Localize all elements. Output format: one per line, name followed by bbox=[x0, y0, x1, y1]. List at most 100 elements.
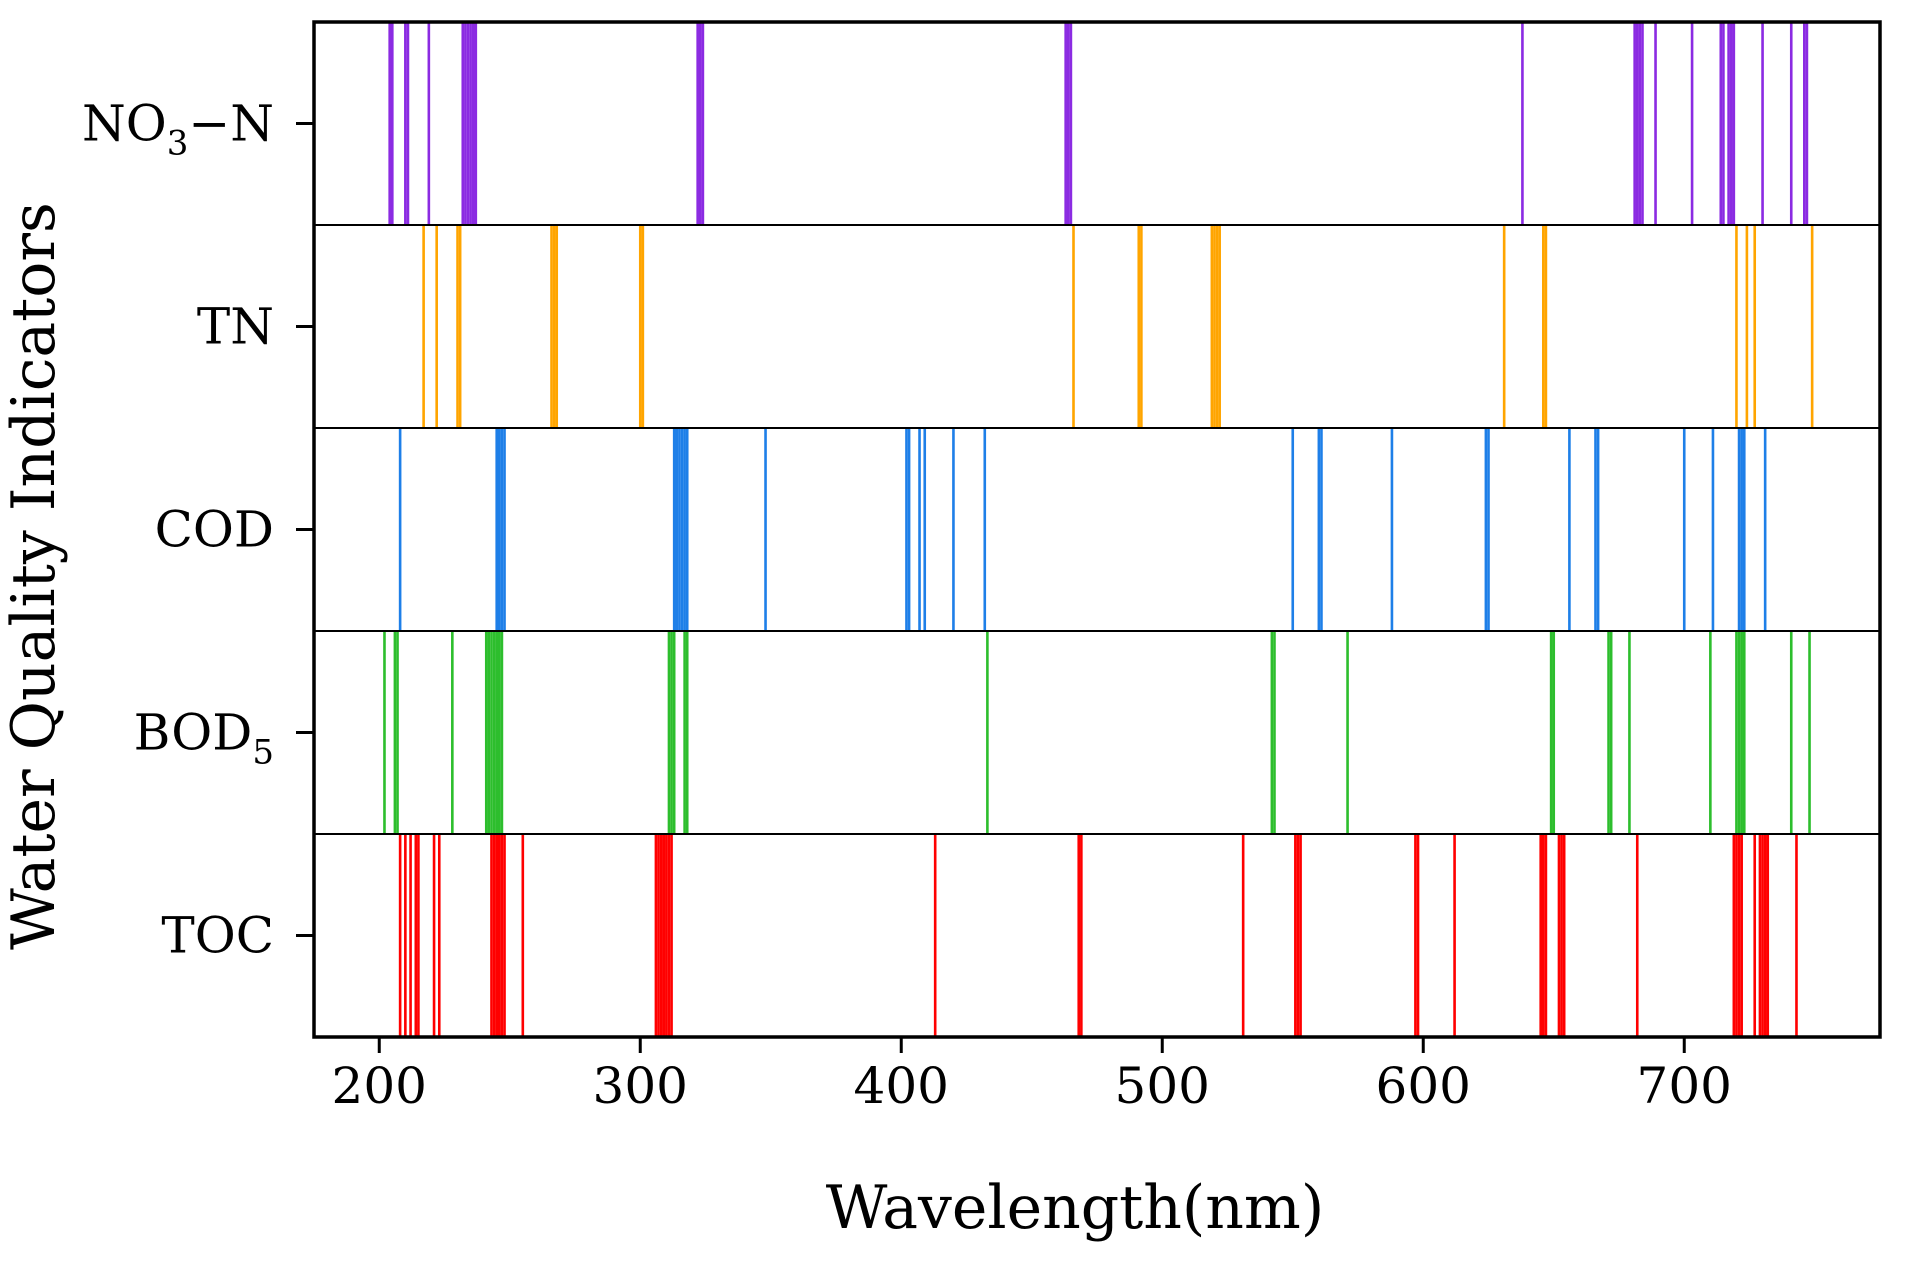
band-bar bbox=[1735, 225, 1738, 428]
y-axis-title: Water Quality Indicators bbox=[0, 202, 69, 950]
band-bar bbox=[667, 631, 671, 834]
band-bar bbox=[474, 22, 478, 225]
band-bar bbox=[437, 834, 441, 1037]
band-bar bbox=[659, 834, 663, 1037]
band-bar bbox=[1549, 631, 1553, 834]
wavelength-bars bbox=[383, 22, 1814, 1037]
band-bar bbox=[503, 428, 506, 631]
series-toc bbox=[398, 834, 1798, 1037]
band-bar bbox=[409, 834, 412, 1037]
band-bar bbox=[1709, 631, 1712, 834]
band-bar bbox=[1390, 428, 1394, 631]
band-bar bbox=[1635, 834, 1639, 1037]
band-bar bbox=[1761, 22, 1764, 225]
ytick-label: NO3−N bbox=[82, 95, 274, 164]
band-bar bbox=[1795, 834, 1798, 1037]
band-bar bbox=[983, 428, 987, 631]
band-bar bbox=[500, 834, 504, 1037]
band-bar bbox=[1557, 834, 1561, 1037]
band-bar bbox=[678, 428, 681, 631]
band-bar bbox=[1521, 22, 1524, 225]
band-bar bbox=[1296, 834, 1300, 1037]
xtick-label: 200 bbox=[332, 1057, 427, 1115]
band-bar bbox=[466, 22, 470, 225]
band-bar bbox=[1745, 225, 1749, 428]
band-bar bbox=[484, 631, 488, 834]
band-bar bbox=[667, 834, 671, 1037]
band-bar bbox=[905, 428, 908, 631]
band-bar bbox=[396, 631, 399, 834]
band-bar bbox=[1544, 834, 1548, 1037]
band-bar bbox=[469, 22, 472, 225]
band-bar bbox=[1737, 834, 1741, 1037]
series-no3-n bbox=[388, 22, 1809, 225]
band-bar bbox=[495, 631, 499, 834]
band-bar bbox=[1740, 834, 1743, 1037]
band-bar bbox=[495, 428, 499, 631]
band-bar bbox=[641, 225, 645, 428]
band-bar bbox=[422, 225, 425, 428]
band-bar bbox=[1789, 22, 1793, 225]
band-bar bbox=[498, 834, 501, 1037]
y-axis: NO3−N TN COD BOD5 TOC bbox=[82, 95, 314, 965]
band-bar bbox=[1654, 22, 1657, 225]
band-bar bbox=[490, 834, 493, 1037]
series-bod5 bbox=[383, 631, 1811, 834]
band-bar bbox=[487, 631, 491, 834]
band-bar bbox=[1562, 834, 1566, 1037]
band-bar bbox=[456, 225, 459, 428]
band-bar bbox=[464, 22, 467, 225]
band-bar bbox=[495, 834, 499, 1037]
band-bar bbox=[1594, 428, 1597, 631]
band-bar bbox=[923, 428, 927, 631]
band-bar bbox=[1077, 834, 1081, 1037]
band-bar bbox=[1628, 631, 1631, 834]
band-bar bbox=[1487, 428, 1490, 631]
band-bar bbox=[1742, 428, 1746, 631]
band-bar bbox=[388, 22, 391, 225]
ytick-label: BOD5 bbox=[134, 704, 274, 773]
band-bar bbox=[1137, 225, 1141, 428]
band-bar bbox=[1502, 225, 1506, 428]
band-bar bbox=[398, 834, 402, 1037]
band-bar bbox=[1539, 834, 1542, 1037]
band-bar bbox=[683, 428, 686, 631]
band-bar bbox=[1270, 631, 1274, 834]
band-bar bbox=[1453, 834, 1456, 1037]
band-bar bbox=[1064, 22, 1067, 225]
band-bar bbox=[1740, 428, 1743, 631]
band-bar bbox=[1066, 22, 1070, 225]
band-bar bbox=[1294, 834, 1297, 1037]
band-bar bbox=[1069, 22, 1073, 225]
band-bar bbox=[461, 22, 465, 225]
band-bar bbox=[383, 631, 386, 834]
band-bar bbox=[670, 631, 673, 834]
band-bar bbox=[1346, 631, 1349, 834]
band-bar bbox=[1633, 22, 1636, 225]
plot-frame bbox=[312, 20, 1882, 1039]
xtick-label: 500 bbox=[1115, 1057, 1210, 1115]
band-bar bbox=[1758, 834, 1762, 1037]
band-bar bbox=[1732, 22, 1736, 225]
band-bar bbox=[1638, 22, 1642, 225]
band-bar bbox=[675, 428, 679, 631]
series-tn bbox=[422, 225, 1814, 428]
band-bar bbox=[662, 834, 666, 1037]
band-bar bbox=[654, 834, 658, 1037]
band-bar bbox=[1215, 225, 1219, 428]
band-bar bbox=[1607, 631, 1610, 834]
band-bar bbox=[701, 22, 705, 225]
xtick-label: 600 bbox=[1376, 1057, 1471, 1115]
band-bar bbox=[638, 225, 642, 428]
band-bar bbox=[1719, 22, 1723, 225]
band-bar bbox=[764, 428, 767, 631]
x-axis: 200 300 400 500 600 700 bbox=[332, 1037, 1732, 1115]
band-bar bbox=[1213, 225, 1216, 428]
band-bar bbox=[1291, 428, 1295, 631]
band-bar bbox=[1737, 631, 1741, 834]
band-bar bbox=[1484, 428, 1488, 631]
band-bar bbox=[952, 428, 955, 631]
band-bar bbox=[492, 834, 496, 1037]
band-bar bbox=[1766, 834, 1770, 1037]
